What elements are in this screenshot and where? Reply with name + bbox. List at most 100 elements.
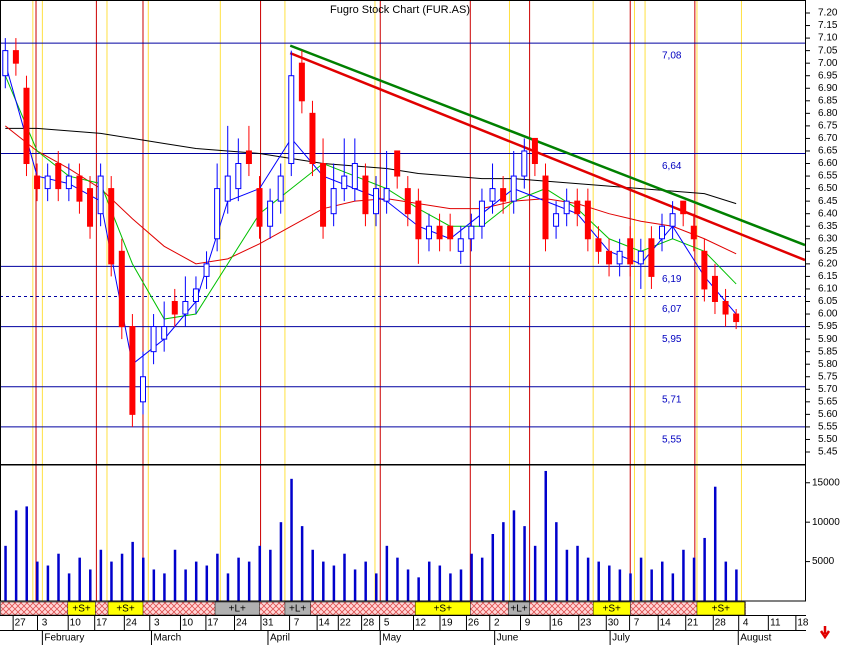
month-label: May bbox=[382, 633, 401, 644]
volume-bar bbox=[639, 557, 643, 601]
candle-body bbox=[595, 238, 602, 252]
signal bbox=[592, 601, 631, 616]
volume-bar bbox=[565, 549, 569, 601]
y-tick-label: 6.65 bbox=[818, 146, 838, 157]
trendline bbox=[289, 44, 806, 247]
volume-bar bbox=[459, 569, 463, 601]
y-tick-label: 5.95 bbox=[818, 321, 838, 332]
day-label: 12 bbox=[415, 618, 427, 629]
signal bbox=[214, 601, 260, 616]
signal bbox=[67, 601, 96, 616]
candle-body bbox=[192, 288, 199, 302]
month-label: June bbox=[497, 633, 519, 644]
volume-bar bbox=[544, 470, 547, 601]
candle-body bbox=[214, 188, 221, 240]
day-label: 2 bbox=[494, 618, 500, 629]
volume-bar bbox=[46, 565, 50, 601]
candle-body bbox=[521, 150, 528, 177]
candle-body bbox=[489, 188, 496, 202]
candle-body bbox=[245, 150, 252, 165]
month-label: March bbox=[153, 633, 181, 644]
volume-bar bbox=[491, 534, 495, 601]
scroll-arrow[interactable] bbox=[819, 626, 831, 640]
day-label: 3 bbox=[42, 618, 48, 629]
y-tick-label: 5.50 bbox=[818, 434, 838, 445]
volume-bar bbox=[427, 561, 431, 601]
candle-body bbox=[436, 225, 443, 240]
day-label: 3 bbox=[154, 618, 160, 629]
volume-tick-label: 15000 bbox=[812, 477, 840, 488]
candle-body bbox=[309, 112, 316, 165]
day-label: 27 bbox=[15, 618, 27, 629]
volume-bar bbox=[237, 557, 240, 601]
candle-body bbox=[330, 188, 337, 215]
candle-body bbox=[584, 200, 591, 240]
candle-body bbox=[500, 188, 507, 202]
candle-body bbox=[298, 62, 305, 102]
candle-body bbox=[510, 175, 517, 202]
day-label: 7 bbox=[294, 618, 300, 629]
month-label: April bbox=[270, 633, 290, 644]
day-label: 31 bbox=[262, 618, 274, 629]
day-label: 23 bbox=[580, 618, 592, 629]
volume-bar bbox=[385, 545, 389, 601]
candle-body bbox=[34, 175, 41, 190]
candle-body bbox=[182, 300, 189, 315]
candle-body bbox=[404, 188, 411, 215]
candle-body bbox=[23, 87, 30, 165]
candle-body bbox=[659, 225, 666, 240]
y-tick-label: 6.30 bbox=[818, 233, 838, 244]
volume-bar bbox=[173, 549, 177, 601]
y-tick-label: 6.85 bbox=[818, 95, 838, 106]
candle-body bbox=[425, 225, 432, 240]
volume-bar bbox=[417, 577, 420, 601]
volume-bar bbox=[343, 553, 346, 601]
volume-bar bbox=[131, 541, 134, 601]
month-label: February bbox=[44, 633, 84, 644]
day-label: 30 bbox=[608, 618, 620, 629]
candle-body bbox=[701, 250, 708, 290]
volume-bar bbox=[597, 561, 600, 601]
volume-bar bbox=[396, 557, 399, 601]
candle-body bbox=[457, 238, 464, 252]
volume-bar bbox=[661, 561, 664, 601]
volume-bar bbox=[533, 545, 537, 601]
day-label: 14 bbox=[660, 618, 672, 629]
signal-label: +S+ bbox=[434, 604, 453, 615]
volume-bar bbox=[586, 557, 590, 601]
y-tick-label: 7.15 bbox=[818, 20, 838, 31]
y-tick-label: 5.45 bbox=[818, 447, 838, 458]
level-label: 6,64 bbox=[662, 161, 682, 172]
candle-body bbox=[108, 188, 115, 265]
volume-bar bbox=[152, 569, 156, 601]
volume-bar bbox=[78, 557, 81, 601]
day-label: 24 bbox=[236, 618, 248, 629]
signal-label: +S+ bbox=[712, 604, 731, 615]
signal-label: +S+ bbox=[603, 604, 622, 615]
day-label: 17 bbox=[207, 618, 219, 629]
volume-bar bbox=[332, 565, 336, 601]
volume-bar bbox=[205, 565, 209, 601]
y-tick-label: 6.95 bbox=[818, 70, 838, 81]
moving-average bbox=[4, 75, 737, 320]
y-tick-label: 5.80 bbox=[818, 359, 838, 370]
candle-body bbox=[55, 163, 62, 190]
volume-bar bbox=[438, 565, 442, 601]
month-label: August bbox=[740, 633, 771, 644]
y-tick-label: 5.90 bbox=[818, 334, 838, 345]
chart-title: Fugro Stock Chart (FUR.AS) bbox=[330, 4, 470, 16]
y-tick-label: 6.80 bbox=[818, 108, 838, 119]
y-tick-label: 5.55 bbox=[818, 422, 838, 433]
volume-bar bbox=[480, 557, 484, 601]
y-tick-label: 6.70 bbox=[818, 133, 838, 144]
volume-bar bbox=[692, 557, 696, 601]
y-tick-label: 5.60 bbox=[818, 409, 838, 420]
volume-bar bbox=[141, 557, 145, 601]
y-tick-label: 7.10 bbox=[818, 33, 838, 44]
candle-body bbox=[12, 50, 19, 64]
day-label: 26 bbox=[468, 618, 480, 629]
day-label: 10 bbox=[70, 618, 82, 629]
volume-bar bbox=[99, 549, 103, 601]
candle-body bbox=[235, 163, 242, 190]
candle-body bbox=[161, 326, 168, 340]
